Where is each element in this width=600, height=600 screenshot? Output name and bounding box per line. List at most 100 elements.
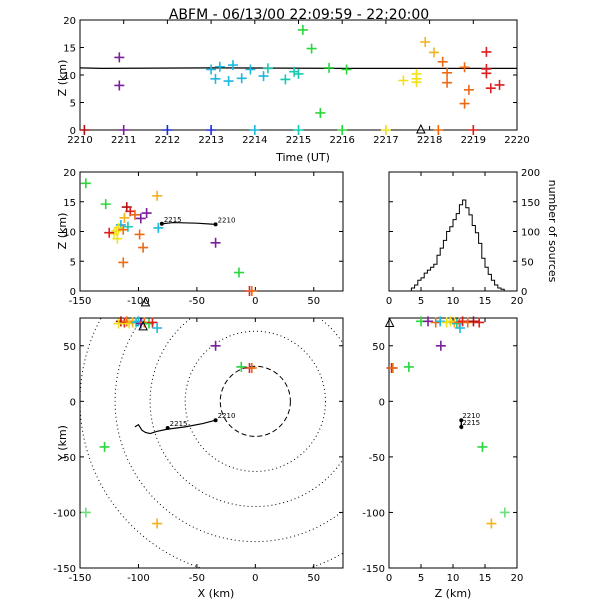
track-end-dot xyxy=(459,424,464,429)
source-point xyxy=(428,47,439,58)
source-point xyxy=(289,66,300,77)
y-tick-label: -50 xyxy=(369,453,385,464)
figure-title: ABFM - 06/13/00 22:09:59 - 22:20:00 xyxy=(169,7,429,23)
source-point xyxy=(463,84,474,95)
y-tick-label: -50 xyxy=(60,453,76,464)
range-rings xyxy=(80,318,343,568)
y-tick-label: -100 xyxy=(362,508,385,519)
x-tick-label: 2214 xyxy=(242,135,267,146)
plot-frame xyxy=(79,317,344,569)
track-end-dot xyxy=(213,418,218,423)
source-point xyxy=(236,73,247,84)
y-tick-label: 15 xyxy=(63,44,76,55)
source-point xyxy=(481,63,492,74)
x-tick-label: 50 xyxy=(307,573,320,584)
x-tick-label: 5 xyxy=(418,296,424,307)
source-point xyxy=(315,107,326,118)
source-point xyxy=(133,316,144,327)
height-histogram-steps xyxy=(410,199,505,291)
y-axis-label: number of sources xyxy=(546,180,559,283)
y-tick-label: 50 xyxy=(63,342,76,353)
source-point xyxy=(442,67,453,78)
source-point xyxy=(481,46,492,57)
range-ring xyxy=(184,330,326,472)
source-point xyxy=(223,76,234,87)
y-tick-label: 0 xyxy=(70,126,76,137)
source-point xyxy=(118,125,129,135)
y-tick-label: 20 xyxy=(63,16,76,27)
source-point xyxy=(468,125,479,135)
source-point xyxy=(210,340,221,351)
source-point xyxy=(114,80,125,91)
source-point xyxy=(420,37,431,47)
source-point xyxy=(79,125,90,135)
source-point xyxy=(80,507,91,518)
source-point xyxy=(398,75,409,86)
source-point xyxy=(387,363,398,373)
source-point xyxy=(134,229,145,240)
y-axis-label: Z (km) xyxy=(56,60,69,97)
track-end-dot xyxy=(159,221,164,226)
source-point xyxy=(249,125,260,135)
x-tick-label: -100 xyxy=(127,296,150,307)
y-tick-label: 150 xyxy=(521,198,540,209)
x-tick-label: 50 xyxy=(307,296,320,307)
source-point xyxy=(104,227,115,238)
y-tick-label: -150 xyxy=(362,564,385,575)
source-point xyxy=(152,518,163,529)
source-point xyxy=(206,64,217,75)
x-tick-label: 15 xyxy=(479,296,492,307)
track-end-dot xyxy=(213,222,218,227)
source-point xyxy=(423,316,434,327)
y-tick-label: 0 xyxy=(70,397,76,408)
x-tick-label: 2220 xyxy=(504,135,529,146)
source-point xyxy=(112,233,123,244)
source-point xyxy=(138,242,149,253)
x-tick-label: 2212 xyxy=(155,135,180,146)
y-tick-label: 50 xyxy=(521,257,534,268)
y-axis-label: Z (km) xyxy=(56,213,69,250)
source-point xyxy=(477,441,488,452)
source-point xyxy=(233,267,244,278)
x-tick-label: 20 xyxy=(511,573,524,584)
source-point xyxy=(129,209,140,220)
source-point xyxy=(118,257,129,268)
source-point xyxy=(337,125,348,135)
source-point xyxy=(214,61,225,72)
source-point xyxy=(459,62,470,73)
y-tick-label: 0 xyxy=(70,287,76,298)
source-point xyxy=(403,361,414,372)
y-tick-label: 200 xyxy=(521,168,540,179)
x-tick-label: 2216 xyxy=(329,135,354,146)
source-point xyxy=(324,62,335,73)
y-tick-label: 15 xyxy=(63,198,76,209)
source-point xyxy=(293,125,304,135)
y-tick-label: 100 xyxy=(521,228,540,239)
source-point xyxy=(293,68,304,79)
plan-view-panel: X (km) Y (km) -150 -100 -50 0 50 -150 -100 -50 0… xyxy=(53,316,344,600)
track-end-dot xyxy=(165,426,170,430)
x-tick-label: 2211 xyxy=(111,135,136,146)
x-tick-label: 0 xyxy=(252,296,258,307)
source-point xyxy=(152,323,163,333)
source-point xyxy=(119,212,130,223)
y-axis-label: Y (km) xyxy=(56,425,69,462)
track-time-label: 2215 xyxy=(170,420,188,428)
track-time-label: 2210 xyxy=(462,412,480,420)
y-tick-label: 50 xyxy=(372,342,385,353)
station-marker xyxy=(384,317,395,328)
source-point xyxy=(485,83,496,94)
x-tick-label: 2210 xyxy=(67,135,92,146)
source-point xyxy=(153,222,164,233)
source-point xyxy=(380,125,391,135)
x-tick-label: 2215 xyxy=(286,135,311,146)
source-point xyxy=(474,317,485,328)
x-tick-label: 2213 xyxy=(198,135,223,146)
y-tick-label: -150 xyxy=(53,564,76,575)
source-point xyxy=(280,74,291,85)
x-tick-label: 10 xyxy=(447,573,460,584)
track-time-label: 2215 xyxy=(164,216,182,224)
source-point xyxy=(162,125,173,135)
